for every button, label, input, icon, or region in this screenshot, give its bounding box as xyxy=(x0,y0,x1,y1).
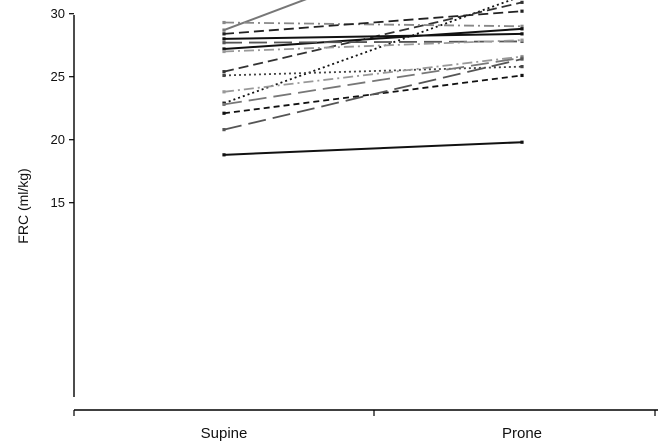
data-point xyxy=(222,41,226,45)
y-ticks: 152025303540 xyxy=(51,6,74,210)
x-category-label: Supine xyxy=(201,425,248,442)
x-ticks: Supine Prone xyxy=(73,410,656,442)
y-axis-label: FRC (ml/kg) xyxy=(15,168,31,243)
data-point xyxy=(222,28,226,32)
data-point xyxy=(222,90,226,94)
data-point xyxy=(520,24,524,28)
series-group xyxy=(222,0,524,157)
y-tick-label: 20 xyxy=(51,132,65,147)
data-point xyxy=(222,37,226,41)
data-point xyxy=(520,73,524,78)
series-line xyxy=(223,27,523,50)
data-point xyxy=(520,9,524,13)
data-point xyxy=(222,73,226,78)
series-line xyxy=(223,21,523,28)
data-point xyxy=(520,32,524,36)
data-point xyxy=(222,32,226,36)
data-point xyxy=(520,38,524,42)
y-tick-label: 25 xyxy=(51,69,65,84)
data-point xyxy=(222,111,226,115)
x-category-label: Prone xyxy=(502,425,542,442)
data-point xyxy=(520,0,524,4)
series-line xyxy=(223,40,523,44)
data-point xyxy=(222,70,226,74)
data-point xyxy=(222,102,226,107)
data-point xyxy=(222,47,226,51)
data-point xyxy=(520,27,524,31)
data-point xyxy=(222,49,226,54)
series-line xyxy=(223,0,307,32)
y-tick-label: 15 xyxy=(51,195,65,210)
data-point xyxy=(222,128,226,132)
y-tick-label: 30 xyxy=(51,6,65,21)
series-line xyxy=(223,39,523,53)
data-point xyxy=(222,153,226,157)
series-line xyxy=(223,65,523,77)
series-line xyxy=(223,10,523,35)
data-point xyxy=(520,65,524,69)
series-line xyxy=(223,0,514,105)
series-line xyxy=(223,56,523,106)
series-line xyxy=(223,58,523,131)
data-point xyxy=(520,140,524,144)
data-point xyxy=(222,20,226,25)
data-point xyxy=(520,57,524,61)
series-line xyxy=(223,32,523,40)
series-line xyxy=(223,141,523,156)
